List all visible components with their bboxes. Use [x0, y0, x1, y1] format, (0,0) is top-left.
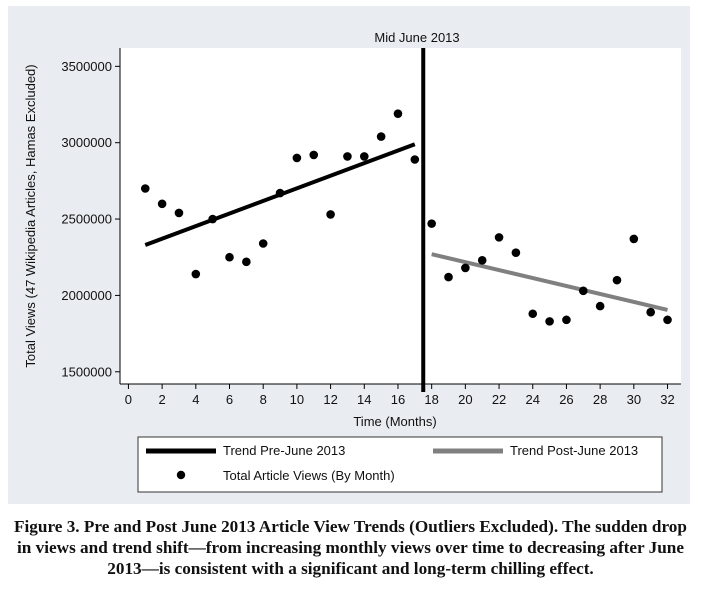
data-point: [444, 272, 453, 282]
data-point: [174, 208, 184, 218]
x-tick-label: 20: [458, 392, 472, 407]
y-tick-label: 3500000: [61, 59, 112, 74]
x-axis-title: Time (Months): [353, 414, 436, 429]
x-tick-label: 6: [226, 392, 233, 407]
legend: Trend Pre-June 2013 Trend Post-June 2013…: [137, 436, 663, 493]
data-point: [393, 109, 403, 118]
x-tick-label: 26: [559, 392, 573, 407]
data-point: [595, 301, 605, 311]
data-point: [646, 307, 655, 317]
data-point: [225, 252, 234, 262]
data-point: [309, 150, 319, 160]
data-point: [359, 152, 369, 161]
legend-post-trend-label: Trend Post-June 2013: [510, 443, 638, 458]
data-point: [494, 233, 504, 242]
x-tick-label: 30: [627, 392, 641, 407]
legend-pre-trend-label: Trend Pre-June 2013: [223, 443, 345, 458]
data-point: [545, 317, 554, 326]
data-point: [612, 275, 622, 285]
figure-caption: Figure 3. Pre and Post June 2013 Article…: [14, 517, 687, 578]
x-tick-label: 24: [526, 392, 540, 407]
x-tick-label: 22: [492, 392, 506, 407]
data-point: [410, 155, 420, 164]
y-tick-label: 3000000: [61, 135, 112, 150]
data-point: [292, 153, 302, 163]
x-tick-label: 28: [593, 392, 607, 407]
y-axis-title: Total Views (47 Wikipedia Articles, Hama…: [23, 64, 38, 367]
y-tick-label: 1500000: [61, 364, 112, 379]
data-point: [191, 269, 201, 279]
x-tick-label: 32: [660, 392, 674, 407]
y-tick-label: 2000000: [61, 288, 112, 303]
x-tick-label: 12: [323, 392, 337, 407]
data-point: [242, 257, 251, 267]
legend-points-label: Total Article Views (By Month): [223, 468, 395, 483]
x-tick-label: 2: [158, 392, 165, 407]
legend-points-swatch: [176, 470, 186, 480]
data-point: [477, 255, 487, 265]
chart-marks: [140, 48, 672, 392]
data-point: [562, 315, 571, 325]
data-point: [629, 234, 639, 244]
x-tick-label: 4: [192, 392, 199, 407]
legend-box: [137, 436, 663, 493]
plot-area: [120, 48, 681, 384]
data-point: [663, 315, 672, 325]
x-tick-label: 10: [290, 392, 304, 407]
data-point: [326, 210, 335, 219]
data-point: [275, 188, 285, 198]
data-point: [461, 263, 470, 273]
data-point: [157, 199, 167, 209]
x-tick-label: 0: [125, 392, 132, 407]
x-tick-label: 8: [260, 392, 267, 407]
data-point: [511, 248, 521, 257]
data-point: [258, 239, 268, 248]
cutoff-annotation: Mid June 2013: [374, 30, 459, 45]
data-point: [528, 309, 538, 319]
x-tick-label: 18: [424, 392, 438, 407]
data-point: [578, 286, 588, 296]
data-point: [343, 152, 352, 161]
x-tick-label: 14: [357, 392, 371, 407]
data-point: [208, 214, 217, 224]
x-tick-label: 16: [391, 392, 405, 407]
data-point: [140, 184, 150, 193]
y-tick-label: 2500000: [61, 212, 112, 227]
data-point: [427, 219, 436, 228]
data-point: [376, 132, 386, 141]
figure-panel: 1500000 2000000 2500000 3000000 3500000 0 2 4 6 8…: [8, 6, 690, 504]
trend-post-june-2013-line: [431, 252, 668, 312]
